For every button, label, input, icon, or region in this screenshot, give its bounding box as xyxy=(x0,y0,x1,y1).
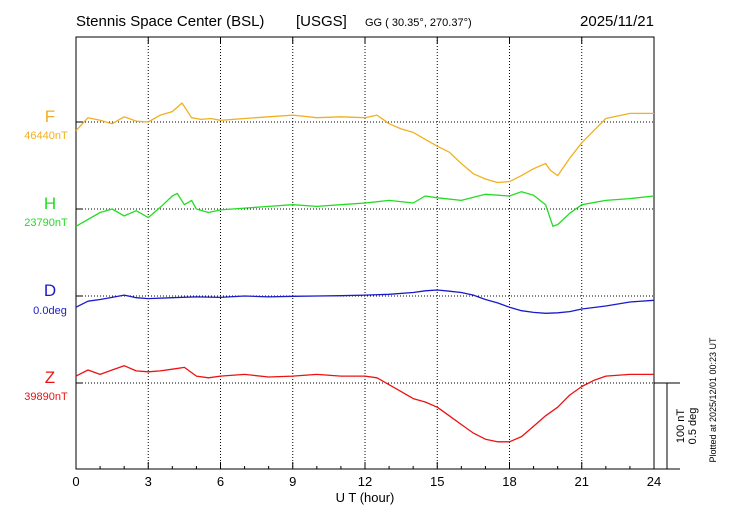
label-F: F xyxy=(45,107,55,126)
x-tick-label-6: 6 xyxy=(217,474,224,489)
scale-bar: 100 nT 0.5 deg xyxy=(654,382,699,470)
label-Z: Z xyxy=(45,368,55,387)
date-label: 2025/11/21 xyxy=(580,13,654,30)
series-line-H xyxy=(75,191,655,227)
x-tick-label-0: 0 xyxy=(72,474,79,489)
station-title: Stennis Space Center (BSL) xyxy=(76,13,264,30)
baseline-D: 0.0deg xyxy=(33,305,67,317)
coordinates-label: GG ( 30.35°, 270.37°) xyxy=(365,17,472,29)
series-lines xyxy=(75,102,655,443)
x-axis-title: U T (hour) xyxy=(336,490,395,505)
label-H: H xyxy=(44,194,56,213)
plotted-note: Plotted at 2025/12/01 00:23 UT xyxy=(708,337,718,463)
grid-lines xyxy=(147,37,583,469)
scale-label-nt: 100 nT xyxy=(675,409,687,444)
scale-label-deg: 0.5 deg xyxy=(687,408,699,445)
label-D: D xyxy=(44,281,56,300)
baseline-Z: 39890nT xyxy=(24,391,68,403)
series-line-D xyxy=(75,289,655,314)
x-tick-label-3: 3 xyxy=(145,474,152,489)
x-axis-labels: 0 3 6 9 12 15 18 21 24 xyxy=(72,474,661,489)
x-tick-label-24: 24 xyxy=(647,474,661,489)
x-tick-label-9: 9 xyxy=(289,474,296,489)
series-line-F xyxy=(75,102,654,184)
x-axis-ticks xyxy=(75,37,655,469)
baseline-F: 46440nT xyxy=(24,130,68,142)
agency-label: [USGS] xyxy=(296,13,347,30)
baseline-H: 23790nT xyxy=(24,217,68,229)
series-line-Z xyxy=(75,365,654,443)
x-tick-label-15: 15 xyxy=(430,474,444,489)
x-tick-label-21: 21 xyxy=(575,474,589,489)
baselines xyxy=(76,121,654,384)
x-tick-label-18: 18 xyxy=(502,474,516,489)
x-tick-label-12: 12 xyxy=(358,474,372,489)
